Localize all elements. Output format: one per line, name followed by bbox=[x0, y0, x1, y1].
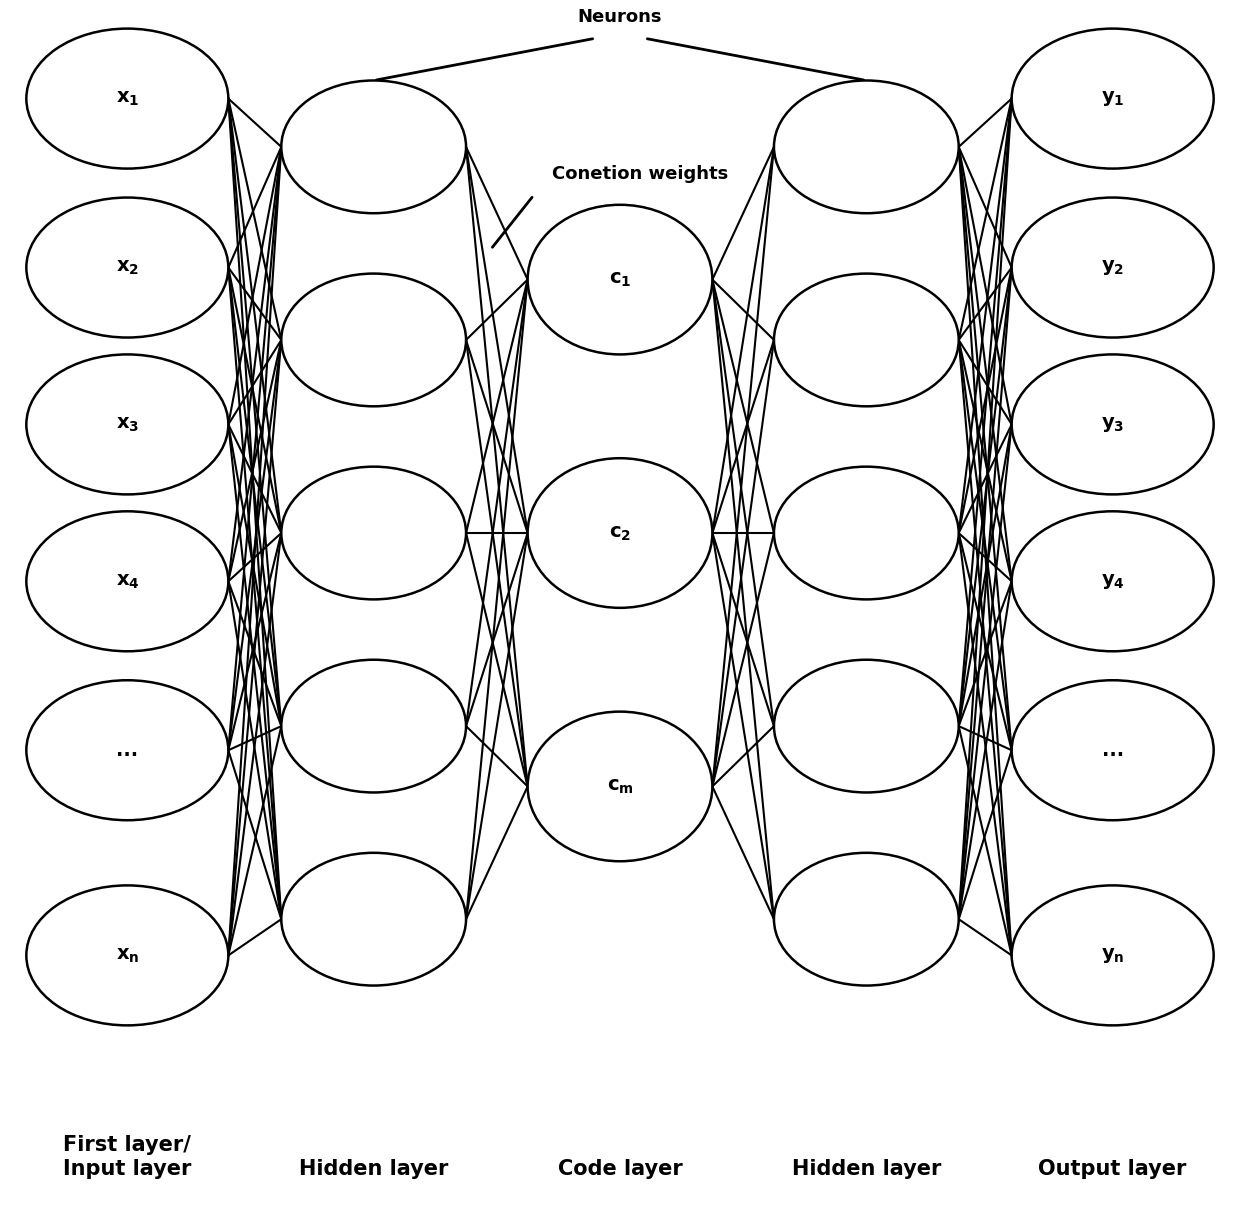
Ellipse shape bbox=[528, 458, 712, 608]
Text: $\mathbf{c_{1}}$: $\mathbf{c_{1}}$ bbox=[609, 271, 631, 289]
Text: $\mathbf{c_{2}}$: $\mathbf{c_{2}}$ bbox=[609, 523, 631, 542]
Ellipse shape bbox=[1012, 197, 1214, 338]
Text: $\mathbf{x_{3}}$: $\mathbf{x_{3}}$ bbox=[115, 414, 139, 434]
Ellipse shape bbox=[1012, 511, 1214, 651]
Text: $\mathbf{y_{3}}$: $\mathbf{y_{3}}$ bbox=[1101, 414, 1125, 434]
Text: $\mathbf{x_{1}}$: $\mathbf{x_{1}}$ bbox=[115, 89, 139, 108]
Text: Hidden layer: Hidden layer bbox=[791, 1158, 941, 1179]
Text: Conetion weights: Conetion weights bbox=[552, 165, 729, 183]
Text: $\mathbf{y_{4}}$: $\mathbf{y_{4}}$ bbox=[1101, 572, 1125, 591]
Text: $\mathbf{x_{2}}$: $\mathbf{x_{2}}$ bbox=[115, 258, 139, 277]
Text: Neurons: Neurons bbox=[578, 9, 662, 26]
Ellipse shape bbox=[774, 853, 959, 985]
Text: $\mathbf{y_{n}}$: $\mathbf{y_{n}}$ bbox=[1101, 946, 1125, 965]
Ellipse shape bbox=[26, 197, 228, 338]
Text: ...: ... bbox=[1101, 741, 1123, 759]
Ellipse shape bbox=[281, 80, 466, 213]
Text: ...: ... bbox=[117, 741, 139, 759]
Ellipse shape bbox=[281, 659, 466, 792]
Ellipse shape bbox=[1012, 885, 1214, 1025]
Ellipse shape bbox=[774, 80, 959, 213]
Ellipse shape bbox=[26, 680, 228, 820]
Ellipse shape bbox=[774, 467, 959, 600]
Ellipse shape bbox=[281, 273, 466, 406]
Text: Output layer: Output layer bbox=[1038, 1158, 1187, 1179]
Ellipse shape bbox=[26, 885, 228, 1025]
Text: $\mathbf{c_{m}}$: $\mathbf{c_{m}}$ bbox=[606, 777, 634, 796]
Text: First layer/
Input layer: First layer/ Input layer bbox=[63, 1135, 191, 1179]
Ellipse shape bbox=[1012, 680, 1214, 820]
Text: Code layer: Code layer bbox=[558, 1158, 682, 1179]
Text: $\mathbf{y_{2}}$: $\mathbf{y_{2}}$ bbox=[1101, 258, 1125, 277]
Text: Hidden layer: Hidden layer bbox=[299, 1158, 449, 1179]
Ellipse shape bbox=[1012, 28, 1214, 168]
Ellipse shape bbox=[528, 712, 712, 862]
Ellipse shape bbox=[528, 205, 712, 355]
Ellipse shape bbox=[26, 355, 228, 495]
Ellipse shape bbox=[281, 467, 466, 600]
Ellipse shape bbox=[774, 273, 959, 406]
Text: $\mathbf{y_{1}}$: $\mathbf{y_{1}}$ bbox=[1101, 89, 1125, 108]
Ellipse shape bbox=[26, 28, 228, 168]
Text: $\mathbf{x_{4}}$: $\mathbf{x_{4}}$ bbox=[115, 572, 139, 591]
Ellipse shape bbox=[774, 659, 959, 792]
Ellipse shape bbox=[281, 853, 466, 985]
Ellipse shape bbox=[26, 511, 228, 651]
Text: $\mathbf{x_{n}}$: $\mathbf{x_{n}}$ bbox=[115, 946, 139, 965]
Ellipse shape bbox=[1012, 355, 1214, 495]
